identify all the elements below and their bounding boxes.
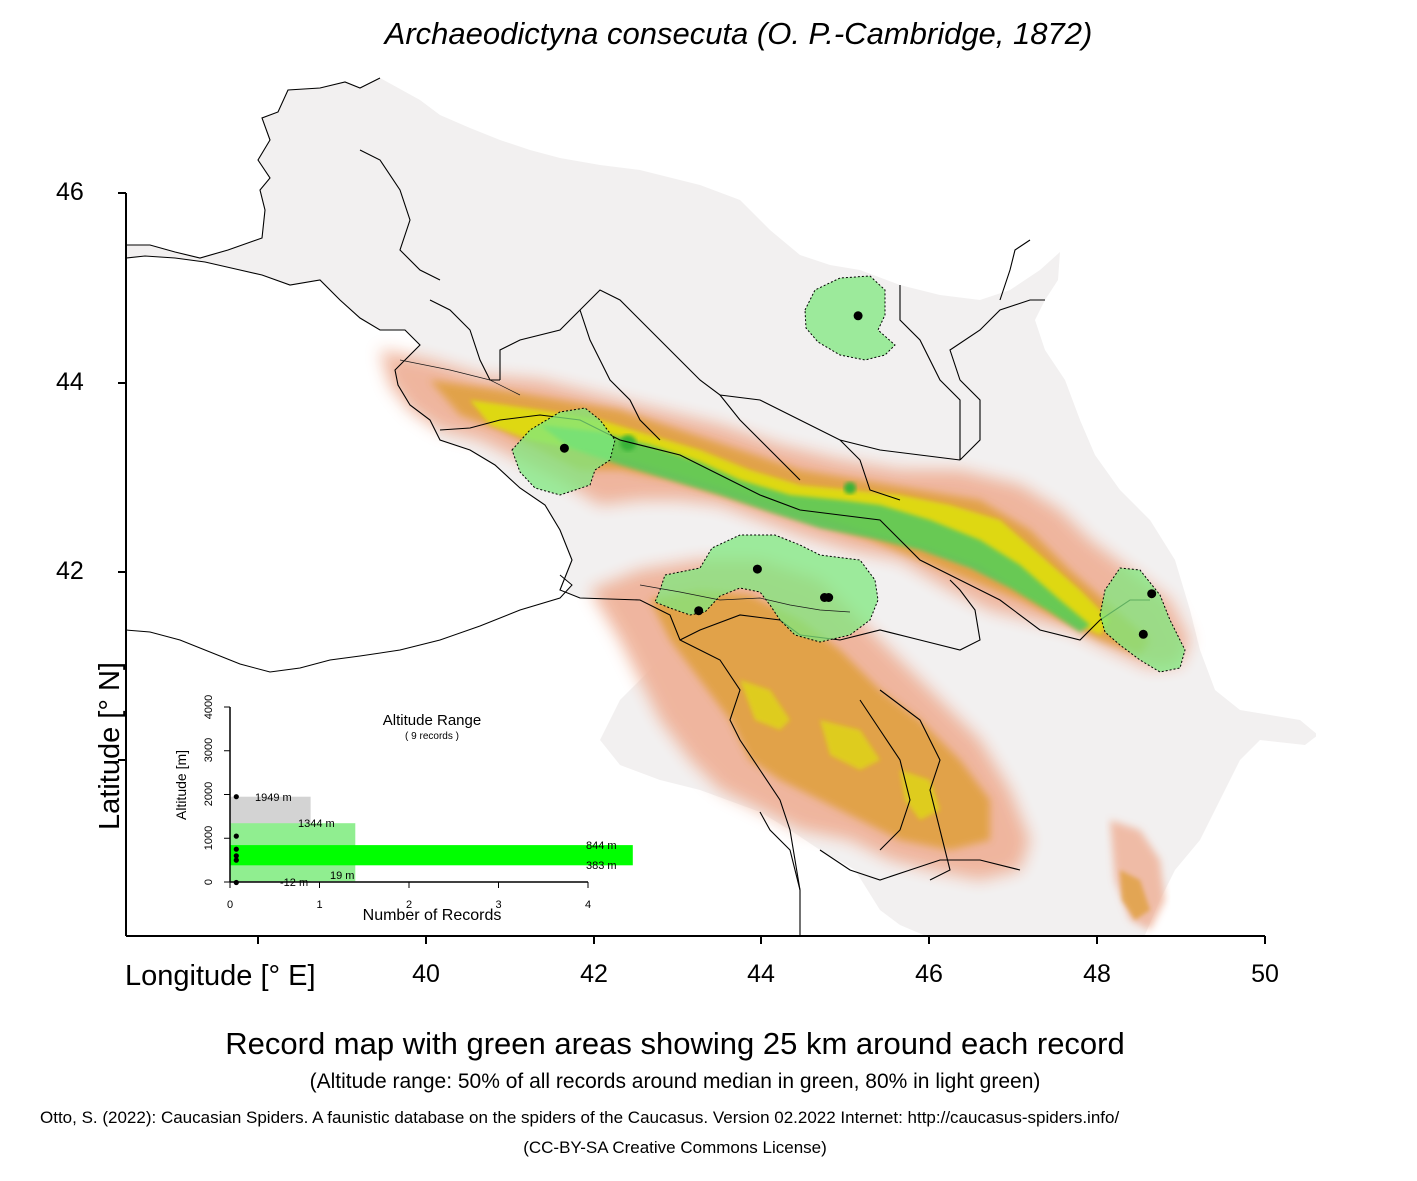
x-tick-label: 46 bbox=[915, 960, 943, 988]
record-points bbox=[559, 311, 1157, 639]
inset-x-tick: 4 bbox=[585, 899, 591, 911]
altitude-label-p25: 383 m bbox=[586, 860, 617, 872]
altitude-record-point bbox=[233, 857, 239, 863]
altitude-band-50-percent bbox=[230, 845, 633, 866]
record-point bbox=[824, 593, 834, 602]
inset-title: Altitude Range bbox=[383, 712, 481, 729]
altitude-record-point bbox=[233, 853, 239, 859]
x-axis-label: Longitude [° E] bbox=[125, 960, 316, 992]
record-point bbox=[1147, 589, 1157, 599]
altitude-record-point bbox=[233, 794, 239, 800]
y-tick-label: 46 bbox=[56, 178, 84, 206]
record-point bbox=[559, 443, 569, 453]
license-note: (CC-BY-SA Creative Commons License) bbox=[523, 1138, 827, 1157]
inset-y-tick: 2000 bbox=[203, 782, 215, 806]
inset-y-tick: 3000 bbox=[203, 738, 215, 762]
record-buffer-25km bbox=[511, 275, 1186, 673]
altitude-label-max: 1949 m bbox=[255, 792, 292, 804]
inset-x-tick: 3 bbox=[495, 899, 501, 911]
x-tick-label: 44 bbox=[747, 960, 775, 988]
inset-subtitle: ( 9 records ) bbox=[405, 731, 459, 742]
altitude-range-inset: 0 1 2 3 4 0 1000 2000 3000 4000 Altitude… bbox=[173, 695, 633, 924]
altitude-label-p75: 844 m bbox=[586, 840, 617, 852]
map-subcaption: (Altitude range: 50% of all records arou… bbox=[309, 1070, 1041, 1093]
y-axis-label: Latitude [° N] bbox=[94, 662, 126, 830]
citation: Otto, S. (2022): Caucasian Spiders. A fa… bbox=[40, 1108, 1120, 1127]
inset-y-axis-label: Altitude [m] bbox=[173, 750, 189, 820]
record-point bbox=[1138, 629, 1148, 639]
inset-y-tick: 1000 bbox=[203, 826, 215, 850]
altitude-record-point bbox=[233, 846, 239, 852]
map-caption: Record map with green areas showing 25 k… bbox=[225, 1026, 1125, 1061]
x-tick-label: 50 bbox=[1251, 960, 1279, 988]
altitude-record-point bbox=[233, 833, 239, 839]
x-tick-label: 42 bbox=[580, 960, 608, 988]
altitude-label-min: -12 m bbox=[280, 877, 308, 889]
inset-y-tick: 4000 bbox=[203, 695, 215, 719]
inset-x-tick: 0 bbox=[227, 899, 233, 911]
inset-x-tick: 2 bbox=[406, 899, 412, 911]
land-area bbox=[126, 78, 1316, 936]
x-tick-label: 48 bbox=[1083, 960, 1111, 988]
inset-x-tick: 1 bbox=[316, 899, 322, 911]
altitude-label-p90: 1344 m bbox=[298, 818, 335, 830]
y-tick-label: 42 bbox=[56, 557, 84, 585]
page-title: Archaeodictyna consecuta (O. P.-Cambridg… bbox=[384, 16, 1093, 51]
altitude-bands bbox=[230, 796, 633, 883]
record-point bbox=[853, 311, 863, 321]
y-tick-label: 44 bbox=[56, 368, 84, 396]
record-point bbox=[694, 606, 704, 616]
inset-y-tick: 0 bbox=[203, 879, 215, 885]
x-tick-label: 40 bbox=[412, 960, 440, 988]
map-axes bbox=[118, 192, 1266, 944]
country-borders bbox=[126, 77, 1150, 935]
record-point bbox=[752, 564, 762, 574]
altitude-label-p10: 19 m bbox=[330, 870, 354, 882]
inset-x-axis-label: Number of Records bbox=[363, 907, 502, 924]
